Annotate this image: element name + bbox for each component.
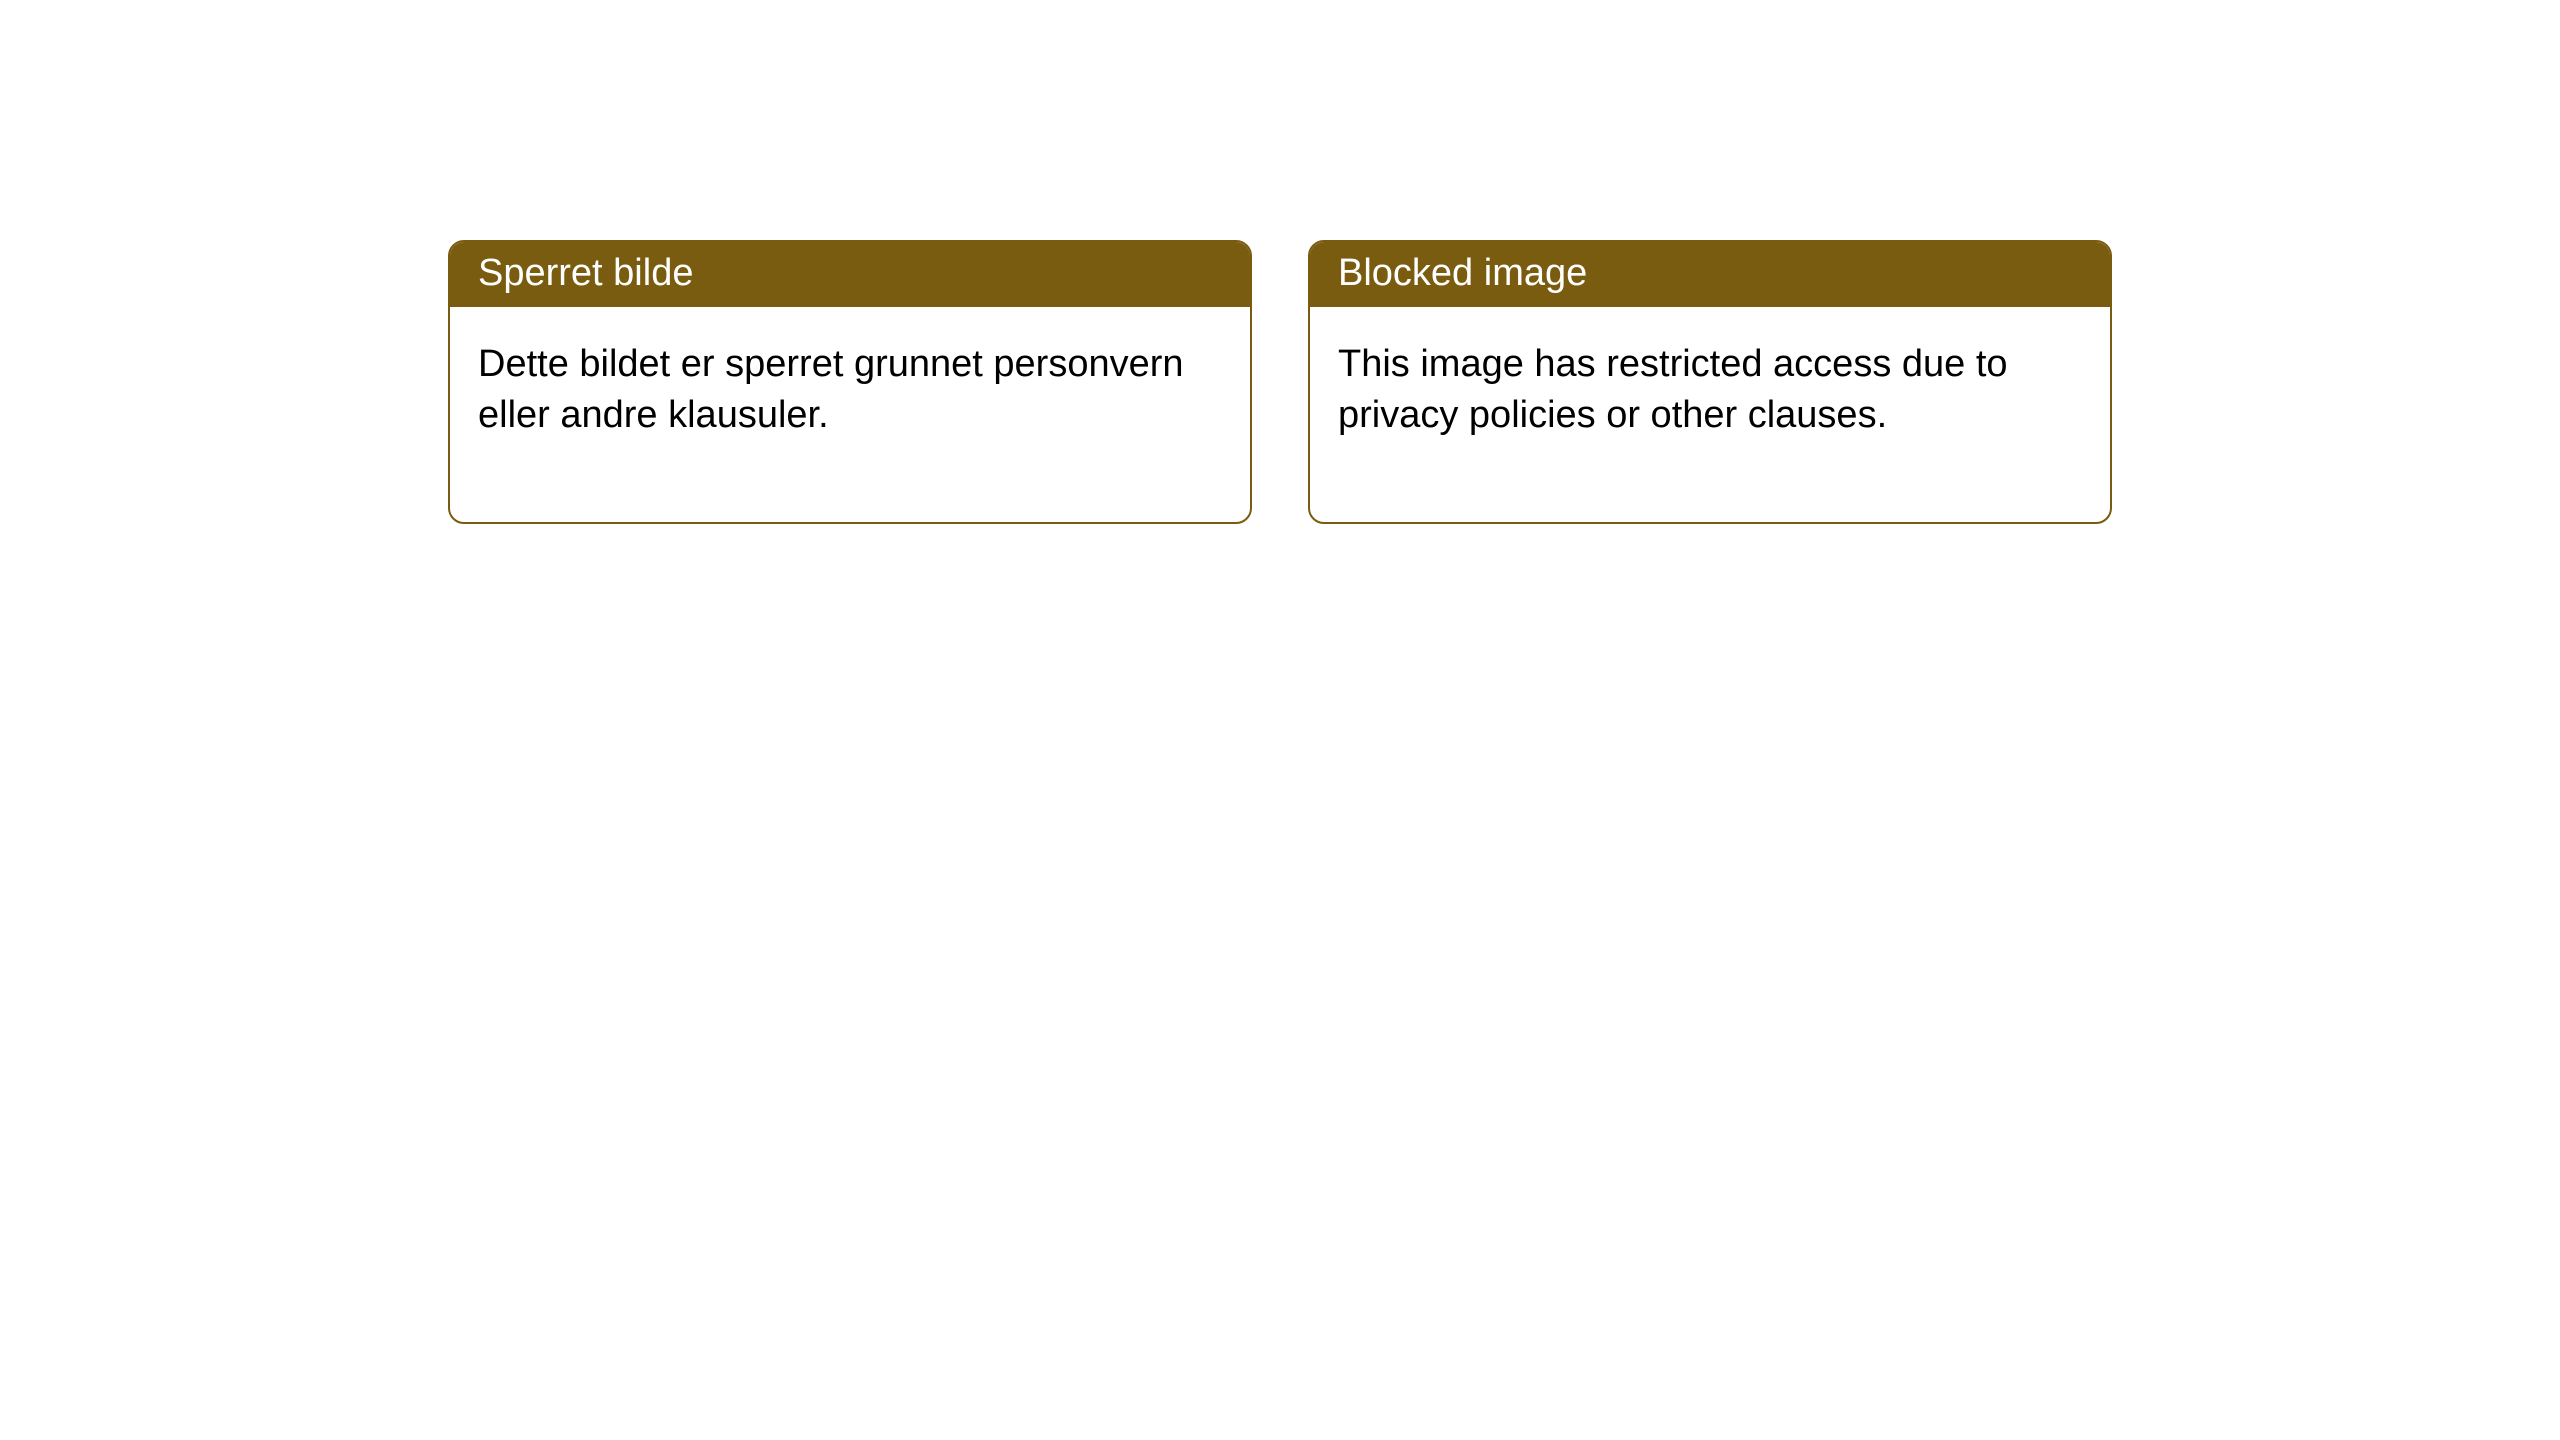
notice-body-english: This image has restricted access due to …	[1310, 307, 2110, 522]
notice-header-norwegian: Sperret bilde	[450, 242, 1250, 307]
notice-container: Sperret bilde Dette bildet er sperret gr…	[448, 240, 2112, 524]
notice-box-norwegian: Sperret bilde Dette bildet er sperret gr…	[448, 240, 1252, 524]
notice-body-norwegian: Dette bildet er sperret grunnet personve…	[450, 307, 1250, 522]
notice-header-english: Blocked image	[1310, 242, 2110, 307]
notice-box-english: Blocked image This image has restricted …	[1308, 240, 2112, 524]
